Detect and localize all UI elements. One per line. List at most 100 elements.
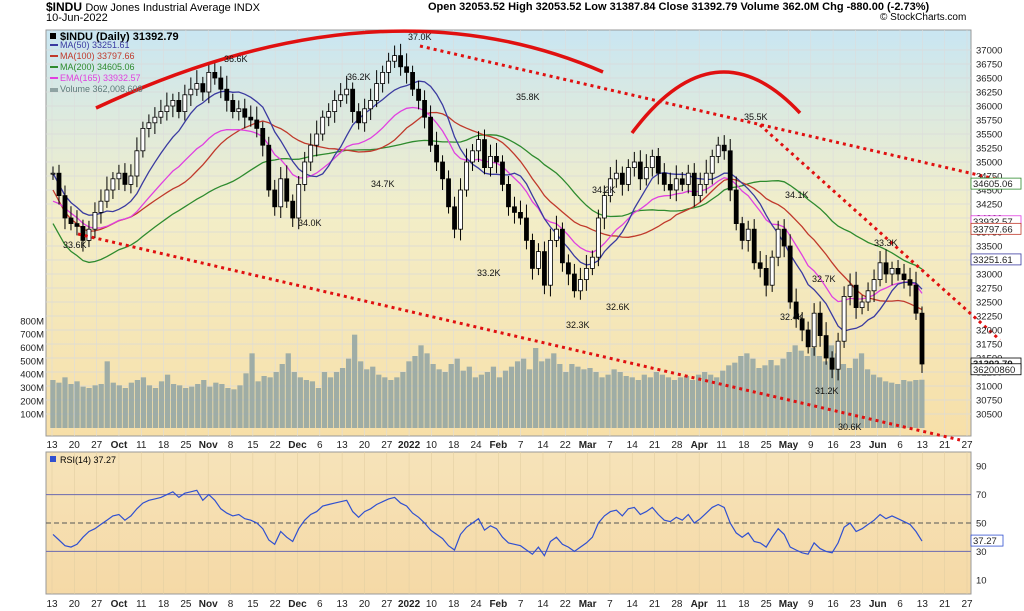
- peak-trough-label: 33.6K: [63, 240, 87, 250]
- candle-body: [721, 144, 727, 152]
- candle-body: [518, 211, 523, 219]
- value-tag: [970, 363, 1022, 376]
- price-tick-label: 33000: [976, 270, 1002, 281]
- volume-bar: [195, 384, 201, 428]
- x-tick-label: 8: [228, 440, 234, 451]
- x-tick-label: 23: [850, 599, 862, 610]
- candle-body: [476, 139, 481, 152]
- volume-bar: [840, 364, 847, 428]
- candle-body: [637, 161, 643, 180]
- candle-body: [164, 105, 170, 112]
- candle-body: [494, 155, 499, 163]
- x-tick-label: 20: [359, 599, 371, 610]
- x-tick-label: 22: [270, 599, 282, 610]
- x-tick-label: 11: [716, 440, 727, 451]
- legend-ma100: MA(100) 33797.66: [60, 51, 135, 61]
- volume-bar: [327, 377, 334, 428]
- candle-body: [56, 172, 62, 196]
- volume-bar: [219, 384, 225, 428]
- volume-bar: [183, 388, 189, 428]
- x-tick-label: 13: [337, 599, 349, 610]
- volume-bar: [563, 372, 569, 428]
- volume-bar: [629, 377, 635, 428]
- candle-body: [799, 318, 805, 331]
- candle-body: [206, 72, 212, 93]
- candle-body: [751, 228, 757, 264]
- x-tick-label: Nov: [199, 440, 218, 451]
- x-tick-label: Feb: [489, 599, 507, 610]
- volume-bar: [708, 374, 714, 428]
- peak-trough-label: 32.4K: [780, 312, 804, 322]
- x-tick-label: 18: [158, 599, 170, 610]
- volume-bar: [358, 361, 364, 428]
- volume-bar: [569, 364, 575, 428]
- x-tick-label: Oct: [111, 440, 128, 451]
- volume-bar: [225, 388, 231, 428]
- volume-bar: [702, 372, 708, 428]
- x-tick-label: 6: [897, 440, 903, 451]
- candle-body: [805, 329, 811, 348]
- peak-trough-label: 34.0K: [298, 218, 322, 228]
- trendline-descending: [758, 123, 1002, 342]
- x-tick-label: 8: [228, 599, 234, 610]
- volume-bar: [611, 369, 617, 428]
- candle-body: [895, 267, 901, 275]
- candle-body: [434, 144, 439, 163]
- volume-bar: [858, 353, 865, 428]
- volume-bar: [798, 350, 804, 428]
- volume-bar: [128, 382, 134, 428]
- x-tick-label: 6: [897, 599, 903, 610]
- price-tick-label: 36500: [976, 74, 1002, 85]
- volume-bar: [816, 356, 822, 428]
- candle-body: [655, 155, 661, 174]
- candle-body: [703, 172, 709, 185]
- volume-bar: [641, 374, 647, 428]
- candle-body: [200, 83, 206, 93]
- arc-top-right: [630, 70, 802, 135]
- candle-body: [392, 55, 398, 62]
- peak-trough-label: 34.1K: [785, 190, 809, 200]
- volume-bar: [907, 381, 913, 428]
- volume-bar: [557, 364, 563, 428]
- candle-body: [440, 161, 445, 180]
- candle-body: [272, 189, 278, 208]
- x-tick-label: 14: [627, 599, 639, 610]
- volume-bar: [146, 385, 153, 428]
- x-tick-label: 18: [158, 440, 170, 451]
- volume-bar: [309, 381, 316, 428]
- volume-bar: [792, 345, 798, 428]
- candle-body: [763, 267, 769, 286]
- volume-bar: [575, 366, 581, 428]
- volume-bar: [370, 366, 376, 428]
- x-tick-label: 23: [850, 440, 862, 451]
- x-tick-label: Apr: [691, 440, 708, 451]
- x-tick-label: 14: [537, 599, 549, 610]
- volume-bar: [376, 374, 382, 428]
- candle-body: [793, 301, 799, 320]
- candle-body: [613, 172, 619, 180]
- volume-bar: [665, 377, 672, 428]
- volume-bar: [177, 385, 183, 428]
- volume-bar: [388, 380, 394, 428]
- candle-body: [170, 100, 176, 107]
- candle-body: [907, 279, 913, 286]
- candle-body: [715, 144, 721, 157]
- x-tick-label: 7: [607, 440, 613, 451]
- candle-body: [823, 335, 829, 359]
- volume-bar: [647, 377, 653, 428]
- x-tick-label: 6: [317, 599, 323, 610]
- volume-bar: [822, 361, 828, 428]
- volume-tick-label: 300M: [20, 383, 44, 394]
- price-tick-label: 35250: [976, 144, 1002, 155]
- x-tick-label: 18: [448, 599, 460, 610]
- volume-bar: [502, 370, 509, 428]
- candle-body: [212, 72, 218, 79]
- candle-body: [697, 183, 703, 196]
- volume-bar: [315, 388, 322, 428]
- price-legend: $INDU (Daily) 31392.79 MA(50) 33251.61 M…: [50, 31, 179, 94]
- candle-body: [883, 262, 889, 275]
- volume-bar: [86, 388, 92, 428]
- price-tick-label: 32500: [976, 298, 1002, 309]
- trendline-upper: [419, 44, 1001, 182]
- peak-trough-label: 32.3K: [566, 320, 590, 330]
